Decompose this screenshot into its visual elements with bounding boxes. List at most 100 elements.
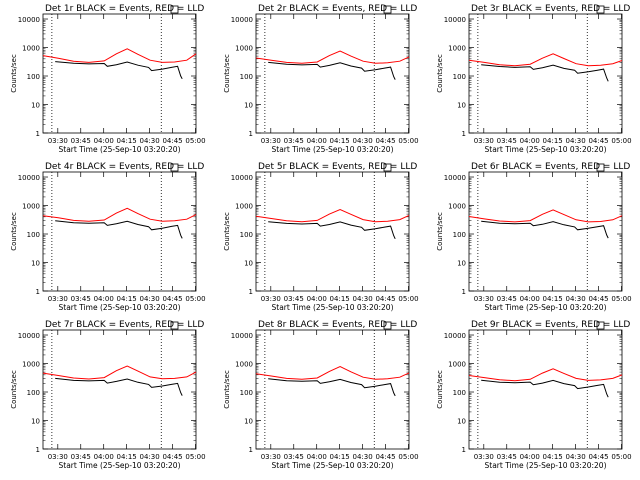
y-tick-label: 10000 (18, 174, 40, 182)
x-tick-label: 04:45 (375, 453, 395, 461)
detector-panel-6: Det 6r BLACK = Events, RED = LLD 1 10 100 10… (436, 162, 632, 312)
detector-panel-7: Det 7r BLACK = Events, RED = LLD 1 10 100 10… (10, 320, 206, 470)
panel-title: Det 8r BLACK = Events, RED = LLD (258, 320, 417, 330)
y-tick-label: 10 (244, 260, 253, 268)
y-tick-label: 1000 (235, 45, 253, 53)
x-tick-label: 04:45 (162, 453, 182, 461)
events-series-line (55, 61, 183, 80)
x-tick-label: 04:45 (588, 137, 608, 145)
x-tick-label: 04:45 (162, 137, 182, 145)
y-tick-label: 1 (249, 130, 253, 138)
y-tick-label: 1 (462, 446, 466, 454)
y-tick-label: 10 (31, 102, 40, 110)
x-tick-label: 03:45 (497, 137, 517, 145)
legend-box (383, 5, 392, 14)
x-tick-label: 04:15 (117, 295, 137, 303)
y-tick-label: 1000 (448, 45, 466, 53)
detector-panel-1: Det 1r BLACK = Events, RED = LLD 1 10 100 10… (10, 4, 206, 154)
plot-frame (255, 171, 410, 292)
x-tick-label: 03:30 (474, 295, 494, 303)
legend-box (596, 321, 605, 330)
x-tick-label: 04:15 (543, 453, 563, 461)
y-tick-label: 1 (462, 288, 466, 296)
y-tick-label: 1 (36, 288, 40, 296)
y-tick-label: 100 (453, 73, 466, 81)
x-tick-label: 03:45 (497, 453, 517, 461)
x-tick-label: 04:00 (94, 137, 114, 145)
y-axis-label: Counts/sec (436, 54, 444, 93)
x-tick-label: 04:00 (520, 453, 540, 461)
detector-panel-3: Det 3r BLACK = Events, RED = LLD 1 10 100 10… (436, 4, 632, 154)
x-tick-label: 04:00 (307, 295, 327, 303)
y-tick-label: 1000 (448, 361, 466, 369)
y-axis-label: Counts/sec (436, 212, 444, 251)
x-tick-label: 04:45 (162, 295, 182, 303)
y-tick-label: 100 (27, 231, 40, 239)
y-tick-label: 10 (457, 260, 466, 268)
legend-box (383, 163, 392, 172)
y-tick-label: 1000 (235, 203, 253, 211)
y-axis-label: Counts/sec (10, 212, 18, 251)
x-tick-label: 03:30 (474, 137, 494, 145)
y-tick-label: 10000 (444, 174, 466, 182)
lld-series-line (255, 366, 410, 380)
panel-title: Det 3r BLACK = Events, RED = LLD (471, 4, 630, 14)
x-tick-label: 03:30 (474, 453, 494, 461)
lld-series-line (468, 53, 623, 67)
x-axis-label: Start Time (25-Sep-10 03:20:20) (485, 303, 607, 312)
legend-box (596, 163, 605, 172)
x-tick-label: 04:00 (94, 295, 114, 303)
detector-panel-8: Det 8r BLACK = Events, RED = LLD 1 10 100 10… (223, 320, 419, 470)
x-tick-label: 04:15 (117, 453, 137, 461)
plot-frame (468, 329, 623, 450)
x-tick-label: 03:30 (48, 453, 68, 461)
x-tick-label: 04:45 (588, 453, 608, 461)
x-tick-label: 03:45 (284, 453, 304, 461)
x-tick-label: 04:30 (140, 453, 160, 461)
plot-frame (468, 13, 623, 134)
lld-series-line (468, 209, 623, 223)
x-tick-label: 03:45 (71, 137, 91, 145)
x-tick-label: 04:30 (353, 137, 373, 145)
panel-title: Det 2r BLACK = Events, RED = LLD (258, 4, 417, 14)
y-axis-label: Counts/sec (223, 212, 231, 251)
y-tick-label: 1 (36, 446, 40, 454)
x-tick-label: 03:30 (261, 295, 281, 303)
x-tick-label: 05:00 (611, 295, 631, 303)
y-tick-label: 1000 (22, 361, 40, 369)
y-tick-label: 10000 (231, 16, 253, 24)
y-tick-label: 10000 (18, 16, 40, 24)
y-tick-label: 100 (240, 389, 253, 397)
x-tick-label: 04:15 (330, 453, 350, 461)
x-axis-label: Start Time (25-Sep-10 03:20:20) (59, 145, 181, 154)
lld-series-line (255, 209, 410, 223)
y-tick-label: 10000 (444, 16, 466, 24)
panel-title: Det 9r BLACK = Events, RED = LLD (471, 320, 630, 330)
x-axis-label: Start Time (25-Sep-10 03:20:20) (485, 461, 607, 470)
events-series-line (268, 221, 396, 240)
x-tick-label: 04:15 (330, 295, 350, 303)
x-axis-label: Start Time (25-Sep-10 03:20:20) (272, 303, 394, 312)
y-tick-label: 100 (27, 73, 40, 81)
lld-series-line (42, 365, 197, 380)
panel-title: Det 1r BLACK = Events, RED = LLD (45, 4, 204, 14)
panel-title: Det 5r BLACK = Events, RED = LLD (258, 162, 417, 172)
lld-series-line (42, 48, 197, 63)
events-series-line (481, 220, 609, 239)
detector-panel-5: Det 5r BLACK = Events, RED = LLD 1 10 100 10… (223, 162, 419, 312)
x-tick-label: 03:30 (261, 137, 281, 145)
events-series-line (268, 378, 396, 397)
x-tick-label: 04:00 (94, 453, 114, 461)
y-tick-label: 1 (249, 288, 253, 296)
x-axis-label: Start Time (25-Sep-10 03:20:20) (272, 461, 394, 470)
x-tick-label: 03:30 (48, 137, 68, 145)
y-axis-label: Counts/sec (436, 370, 444, 409)
lld-series-line (42, 207, 197, 222)
legend-box (170, 321, 179, 330)
legend-box (596, 5, 605, 14)
x-tick-label: 04:15 (543, 137, 563, 145)
plot-frame (42, 13, 197, 134)
x-tick-label: 05:00 (611, 453, 631, 461)
events-series-line (481, 379, 609, 398)
